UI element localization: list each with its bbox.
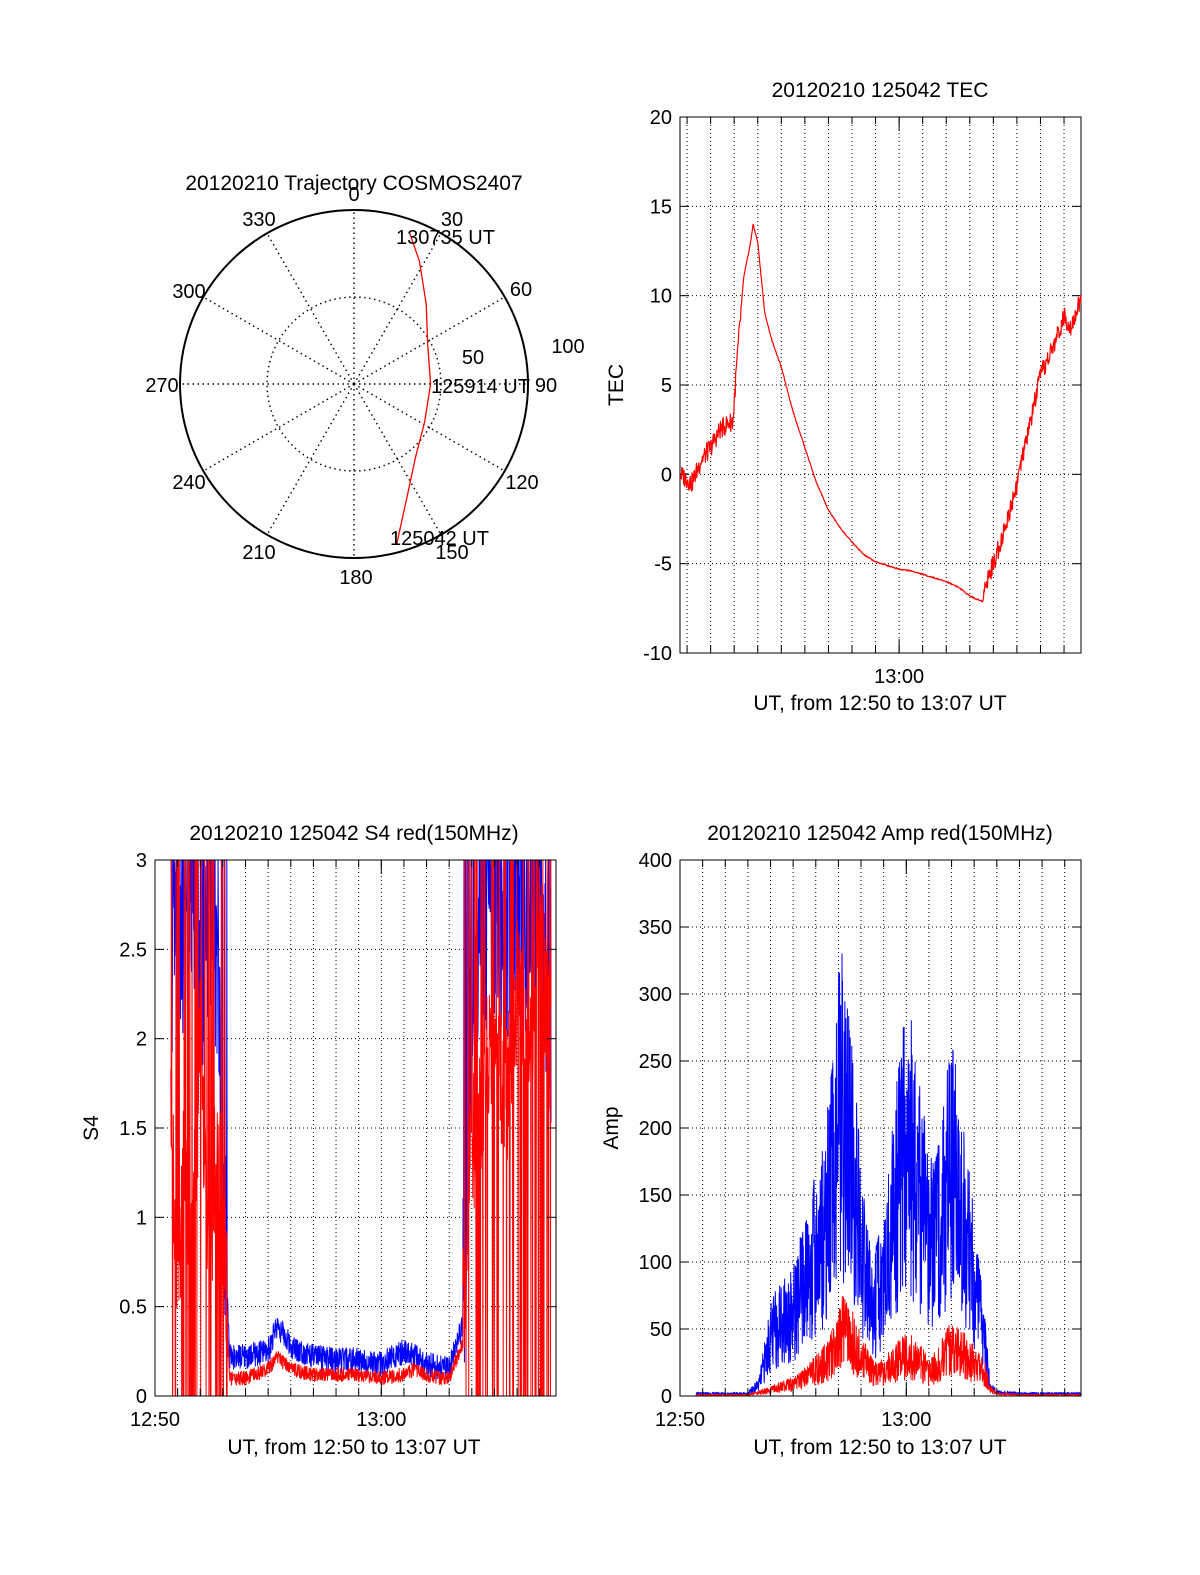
- tec-ytick-label: -5: [654, 554, 672, 576]
- polar-angle-label: 180: [339, 567, 372, 589]
- s4-title: 20120210 125042 S4 red(150MHz): [189, 822, 518, 845]
- polar-spoke: [353, 232, 442, 385]
- tec-ytick-label: 5: [661, 375, 672, 397]
- amp-xtick-label: 13:00: [881, 1409, 931, 1431]
- tec-ytick-label: 0: [661, 464, 672, 486]
- polar-spoke: [353, 383, 442, 536]
- polar-spoke: [202, 296, 355, 385]
- amp-ylabel: Amp: [600, 1106, 623, 1149]
- s4-xtick-label: 13:00: [356, 1409, 406, 1431]
- polar-radius-label-50: 50: [462, 347, 484, 369]
- tec-series-line: [679, 223, 1082, 603]
- polar-radius-label-100: 100: [551, 336, 584, 358]
- amp-xtick-label: 12:50: [655, 1409, 705, 1431]
- amp-ytick-label: 400: [639, 850, 672, 872]
- amp-xlabel: UT, from 12:50 to 13:07 UT: [753, 1436, 1006, 1459]
- amp-ytick-label: 200: [639, 1118, 672, 1140]
- tec-ytick-label: 20: [650, 107, 672, 129]
- tec-ticks: -10 -5 0 5 10 15 20 13:00: [643, 107, 1081, 688]
- polar-inner-circle: [266, 296, 442, 472]
- polar-angle-label: 90: [535, 375, 557, 397]
- tec-ytick-label: -10: [643, 643, 672, 665]
- s4-ytick-label: 2.5: [119, 939, 147, 961]
- s4-ticks: 0 0.5 1 1.5 2 2.5 3 12:50 13:00: [119, 850, 556, 1431]
- polar-spokes: [180, 210, 528, 558]
- trajectory-end-label: 130735 UT: [396, 227, 495, 249]
- s4-ylabel: S4: [80, 1115, 103, 1141]
- amp-ytick-label: 300: [639, 984, 672, 1006]
- tec-ytick-label: 10: [650, 286, 672, 308]
- s4-ytick-label: 0: [136, 1386, 147, 1408]
- tec-title: 20120210 125042 TEC: [772, 79, 989, 102]
- polar-angle-label: 0: [348, 184, 359, 206]
- tec-ylabel: TEC: [605, 364, 628, 406]
- amp-ytick-label: 350: [639, 917, 672, 939]
- polar-angle-label: 150: [435, 542, 468, 564]
- polar-angle-label: 60: [510, 279, 532, 301]
- amp-series: [695, 953, 1081, 1396]
- s4-xlabel: UT, from 12:50 to 13:07 UT: [227, 1436, 480, 1459]
- polar-angle-label: 300: [172, 281, 205, 303]
- polar-spoke: [266, 383, 355, 536]
- tec-grid: [680, 116, 1081, 654]
- polar-angle-label: 270: [145, 375, 178, 397]
- amp-ytick-label: 100: [639, 1252, 672, 1274]
- tec-panel: 20120210 125042 TEC -10 -5 0 5 10 15 20 13:00 U…: [605, 79, 1082, 715]
- amp-ytick-label: 250: [639, 1051, 672, 1073]
- amp-panel: 20120210 125042 Amp red(150MHz) 0 50 100 15…: [600, 822, 1082, 1459]
- trajectory-track: [396, 231, 432, 544]
- s4-series-line: [170, 859, 552, 1397]
- tec-series: [679, 223, 1082, 603]
- tec-xtick-label: 13:00: [874, 666, 924, 688]
- s4-ytick-label: 1: [136, 1207, 147, 1229]
- amp-ytick-label: 150: [639, 1185, 672, 1207]
- polar-spoke: [202, 383, 355, 472]
- polar-angle-labels: 0 30 60 90 120 150 180 210 240 270 300 330: [145, 184, 557, 589]
- polar-spoke: [353, 296, 506, 385]
- polar-spoke: [266, 232, 355, 385]
- s4-ytick-label: 1.5: [119, 1118, 147, 1140]
- polar-angle-label: 30: [441, 209, 463, 231]
- s4-panel: 20120210 125042 S4 red(150MHz) 0 0.5 1 1.5 2…: [80, 822, 557, 1459]
- polar-angle-label: 120: [505, 472, 538, 494]
- s4-ytick-label: 0.5: [119, 1297, 147, 1319]
- amp-title: 20120210 125042 Amp red(150MHz): [707, 822, 1053, 845]
- amp-ytick-label: 50: [650, 1319, 672, 1341]
- polar-angle-label: 240: [172, 472, 205, 494]
- amp-series-line: [695, 1295, 1081, 1396]
- amp-ytick-label: 0: [661, 1386, 672, 1408]
- polar-angle-label: 210: [242, 542, 275, 564]
- s4-ytick-label: 3: [136, 850, 147, 872]
- tec-ytick-label: 15: [650, 196, 672, 218]
- amp-series-line: [695, 953, 1081, 1396]
- polar-spoke: [353, 383, 506, 472]
- s4-xtick-label: 12:50: [130, 1409, 180, 1431]
- trajectory-mid-label: 125914 UT: [431, 376, 530, 398]
- s4-ytick-label: 2: [136, 1029, 147, 1051]
- polar-angle-label: 330: [242, 209, 275, 231]
- polar-outer-circle: [179, 209, 529, 559]
- trajectory-start-label: 125042 UT: [390, 528, 489, 550]
- amp-ticks: 0 50 100 150 200 250 300 350 400 12:50 13:00: [639, 850, 1081, 1431]
- tec-xlabel: UT, from 12:50 to 13:07 UT: [753, 692, 1006, 715]
- trajectory-panel: 20120210 Trajectory COSMOS2407 030609012…: [145, 172, 584, 589]
- trajectory-title: 20120210 Trajectory COSMOS2407: [185, 172, 522, 195]
